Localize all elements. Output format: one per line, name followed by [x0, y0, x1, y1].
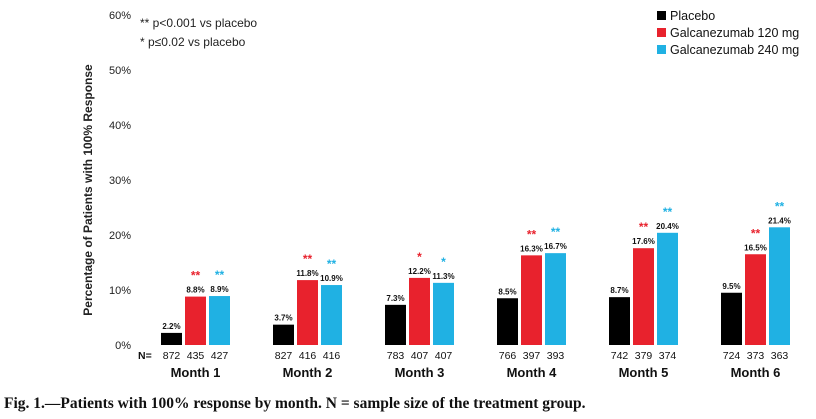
sample-size-label: 724: [723, 350, 741, 362]
bar-value-label: 2.2%: [162, 322, 180, 331]
sample-size-label: 427: [211, 350, 229, 362]
y-tick-label: 40%: [109, 120, 131, 132]
bar-value-label: 21.4%: [768, 216, 791, 225]
sample-size-label: 766: [499, 350, 517, 362]
bar: [409, 277, 430, 345]
bar-value-label: 8.7%: [610, 286, 628, 295]
annotation-single-star: * p≤0.02 vs placebo: [140, 35, 246, 49]
bar-value-label: 9.5%: [722, 282, 740, 291]
legend-label: Placebo: [670, 9, 715, 23]
figure-caption: Fig. 1.—Patients with 100% response by m…: [4, 395, 586, 412]
x-tick-label: Month 4: [507, 365, 558, 380]
sample-size-label: 407: [435, 350, 453, 362]
sample-size-label: 742: [611, 350, 629, 362]
legend-swatch: [657, 28, 666, 37]
y-tick-label: 50%: [109, 65, 131, 77]
x-axis: 872 435 427 Month 1 827 416 416 Month 2 783 407 40…: [138, 350, 788, 380]
bar-value-label: 12.2%: [408, 267, 431, 276]
sample-size-label: 363: [771, 350, 789, 362]
sample-size-label: 374: [659, 350, 677, 362]
sample-size-label: 373: [747, 350, 765, 362]
significance-marker: *: [417, 250, 422, 264]
y-axis-label: Percentage of Patients with 100% Respons…: [81, 64, 95, 316]
significance-marker: **: [327, 257, 337, 271]
legend-swatch: [657, 11, 666, 20]
significance-marker: **: [663, 205, 673, 219]
sample-size-label: 379: [635, 350, 653, 362]
annotation-double-star: ** p<0.001 vs placebo: [140, 16, 257, 30]
significance-marker: **: [527, 227, 537, 241]
significance-marker: **: [215, 268, 225, 282]
significance-marker: **: [751, 226, 761, 240]
bar-value-label: 7.3%: [386, 294, 404, 303]
bar: [633, 248, 654, 345]
bar: [657, 232, 678, 345]
bar-value-label: 10.9%: [320, 274, 343, 283]
legend-swatch: [657, 45, 666, 54]
sample-size-label: 397: [523, 350, 541, 362]
bar: [497, 298, 518, 345]
bar-value-label: 16.5%: [744, 243, 767, 252]
bar: [769, 227, 790, 345]
bars: 2.2%8.8%**8.9%**3.7%11.8%**10.9%**7.3%12…: [161, 199, 791, 345]
x-tick-label: Month 3: [395, 365, 445, 380]
bar: [433, 282, 454, 345]
x-tick-label: Month 2: [283, 365, 333, 380]
significance-marker: *: [441, 255, 446, 269]
sample-size-label: 872: [163, 350, 181, 362]
sample-size-label: 407: [411, 350, 429, 362]
bar-value-label: 11.8%: [296, 269, 318, 278]
x-tick-label: Month 1: [171, 365, 221, 380]
bar: [545, 253, 566, 345]
bar-value-label: 8.5%: [498, 287, 516, 296]
bar: [521, 255, 542, 345]
x-tick-label: Month 5: [619, 365, 669, 380]
y-tick-label: 10%: [109, 285, 131, 297]
bar: [161, 332, 182, 345]
bar: [209, 296, 230, 345]
sample-size-label: 783: [387, 350, 405, 362]
y-tick-label: 60%: [109, 10, 131, 22]
bar-value-label: 16.3%: [520, 244, 543, 253]
significance-notes: ** p<0.001 vs placebo * p≤0.02 vs placeb…: [140, 16, 257, 49]
sample-size-prefix: N=: [138, 350, 152, 362]
sample-size-label: 416: [323, 350, 341, 362]
bar: [745, 254, 766, 345]
bar: [273, 324, 294, 345]
sample-size-label: 827: [275, 350, 293, 362]
legend: Placebo Galcanezumab 120 mg Galcanezumab 2…: [657, 9, 799, 57]
bar-value-label: 8.8%: [186, 286, 204, 295]
y-tick-label: 0%: [115, 340, 131, 352]
bar-value-label: 3.7%: [274, 314, 292, 323]
bar-value-label: 16.7%: [544, 242, 567, 251]
significance-marker: **: [303, 252, 313, 266]
significance-marker: **: [775, 199, 785, 213]
y-tick-label: 30%: [109, 175, 131, 187]
y-tick-label: 20%: [109, 230, 131, 242]
y-axis: 0% 10% 20% 30% 40% 50% 60%: [109, 10, 131, 352]
legend-label: Galcanezumab 240 mg: [670, 43, 799, 57]
bar-value-label: 20.4%: [656, 222, 679, 231]
sample-size-label: 435: [187, 350, 205, 362]
sample-size-label: 393: [547, 350, 565, 362]
bar: [385, 304, 406, 345]
significance-marker: **: [639, 220, 649, 234]
significance-marker: **: [551, 225, 561, 239]
bar: [297, 280, 318, 345]
bar: [321, 285, 342, 345]
bar: [609, 297, 630, 345]
significance-marker: **: [191, 269, 201, 283]
x-tick-label: Month 6: [731, 365, 781, 380]
bar: [185, 296, 206, 345]
legend-label: Galcanezumab 120 mg: [670, 26, 799, 40]
bar-value-label: 8.9%: [210, 285, 228, 294]
sample-size-label: 416: [299, 350, 317, 362]
bar-value-label: 17.6%: [632, 237, 655, 246]
bar: [721, 292, 742, 345]
bar-value-label: 11.3%: [432, 272, 454, 281]
